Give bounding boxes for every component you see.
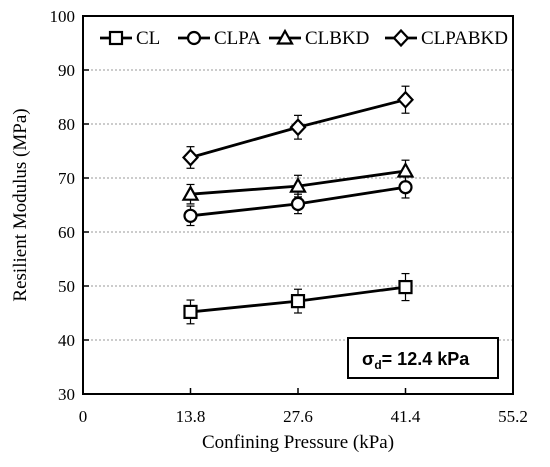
x-tick-label: 41.4	[391, 407, 421, 426]
annotation-box: σd= 12.4 kPa	[347, 337, 499, 379]
legend-label: CLPABKD	[421, 28, 508, 49]
x-axis-title: Confining Pressure (kPa)	[202, 432, 394, 453]
data-point	[396, 90, 415, 109]
x-tick-labels: 0 13.8 27.6 41.4 55.2	[79, 388, 528, 426]
y-tick-labels: 30 40 50 60 70 80 90 100	[50, 7, 89, 404]
series	[181, 85, 415, 325]
series-clbkd	[181, 159, 415, 205]
y-tick-label: 60	[58, 223, 75, 242]
legend-marker	[108, 30, 124, 46]
data-point	[183, 208, 198, 223]
legend-item-clpa: CLPA	[178, 28, 261, 49]
annotation-subscript: d	[374, 358, 381, 372]
x-tick-label: 0	[79, 407, 88, 426]
data-point	[181, 148, 200, 167]
legend-item-clpabkd: CLPABKD	[385, 28, 508, 49]
legend-label: CLPA	[214, 28, 261, 49]
legend-item-cl: CL	[100, 28, 160, 49]
data-point	[290, 294, 306, 309]
data-point	[289, 176, 307, 193]
series-clpa	[183, 175, 413, 227]
y-tick-label: 90	[58, 61, 75, 80]
legend-marker	[186, 30, 202, 46]
data-point	[290, 196, 306, 212]
y-axis-title: Resilient Modulus (MPa)	[10, 108, 31, 301]
x-tick-label: 13.8	[176, 407, 206, 426]
data-point	[181, 184, 200, 201]
legend-label: CL	[136, 28, 160, 49]
data-point	[398, 180, 413, 195]
y-tick-label: 50	[58, 277, 75, 296]
y-tick-label: 40	[58, 331, 75, 350]
x-tick-label: 27.6	[283, 407, 313, 426]
y-tick-label: 100	[50, 7, 76, 26]
data-point	[289, 118, 307, 137]
data-point	[398, 279, 413, 295]
series-clpabkd	[181, 85, 415, 169]
data-point	[183, 304, 198, 320]
legend-label: CLBKD	[305, 28, 369, 49]
y-tick-label: 70	[58, 169, 75, 188]
legend-marker	[276, 28, 294, 45]
y-tick-label: 80	[58, 115, 75, 134]
legend-item-clbkd: CLBKD	[269, 28, 369, 49]
svg-text:σd= 12.4 kPa: σd= 12.4 kPa	[362, 349, 470, 372]
series-cl	[183, 272, 413, 325]
x-tick-label: 55.2	[498, 407, 528, 426]
annotation-value: = 12.4 kPa	[382, 349, 471, 369]
annotation-sigma: σ	[362, 349, 374, 369]
y-tick-label: 30	[58, 385, 75, 404]
data-point	[396, 161, 415, 178]
legend: CL CLPA CLBKD CLPABKD	[100, 28, 508, 49]
legend-marker	[392, 28, 410, 48]
